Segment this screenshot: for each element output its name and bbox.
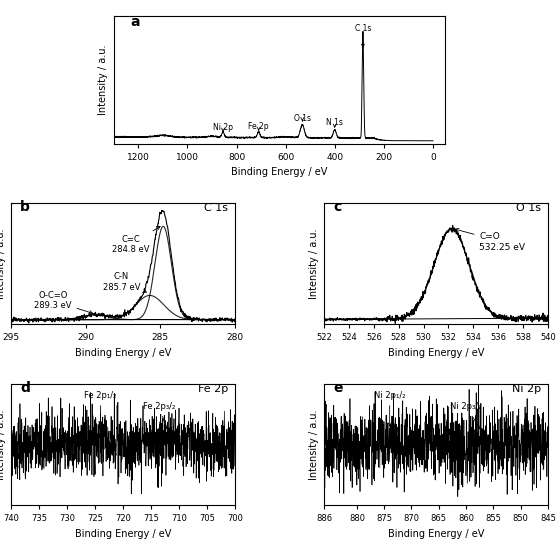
Text: O-C=O
289.3 eV: O-C=O 289.3 eV: [34, 291, 93, 314]
Text: C=C
284.8 eV: C=C 284.8 eV: [112, 226, 160, 255]
Text: C-N
285.7 eV: C-N 285.7 eV: [103, 273, 146, 293]
Text: c: c: [333, 200, 342, 214]
Text: e: e: [333, 381, 343, 395]
Text: C=O
532.25 eV: C=O 532.25 eV: [455, 229, 525, 252]
X-axis label: Binding Energy / eV: Binding Energy / eV: [75, 528, 171, 539]
X-axis label: Binding Energy / eV: Binding Energy / eV: [388, 528, 484, 539]
Text: b: b: [20, 200, 30, 214]
Text: C 1s: C 1s: [355, 24, 371, 47]
Text: N 1s: N 1s: [326, 118, 343, 128]
Text: O 1s: O 1s: [294, 113, 311, 123]
Text: Ni 2p₁/₂: Ni 2p₁/₂: [374, 391, 405, 426]
Text: Fe 2p₁/₂: Fe 2p₁/₂: [84, 391, 117, 425]
Text: C 1s: C 1s: [204, 204, 228, 213]
Text: O 1s: O 1s: [516, 204, 541, 213]
Y-axis label: Intensity / a.u.: Intensity / a.u.: [309, 409, 319, 479]
Text: a: a: [130, 16, 140, 29]
X-axis label: Binding Energy / eV: Binding Energy / eV: [388, 348, 484, 358]
X-axis label: Binding Energy / eV: Binding Energy / eV: [75, 348, 171, 358]
Text: Ni 2p: Ni 2p: [213, 123, 233, 132]
Text: Fe 2p: Fe 2p: [198, 384, 228, 394]
Y-axis label: Intensity / a.u.: Intensity / a.u.: [0, 229, 6, 299]
Y-axis label: Intensity / a.u.: Intensity / a.u.: [98, 45, 108, 115]
Text: Ni 2p: Ni 2p: [512, 384, 541, 394]
Text: d: d: [20, 381, 30, 395]
Y-axis label: Intensity / a.u.: Intensity / a.u.: [309, 229, 319, 299]
X-axis label: Binding Energy / eV: Binding Energy / eV: [231, 167, 328, 178]
Text: Fe 2p: Fe 2p: [248, 122, 269, 131]
Y-axis label: Intensity / a.u.: Intensity / a.u.: [0, 409, 6, 479]
Text: Fe 2p₃/₂: Fe 2p₃/₂: [143, 402, 176, 428]
Text: Ni 2p₃/₂: Ni 2p₃/₂: [451, 402, 482, 429]
